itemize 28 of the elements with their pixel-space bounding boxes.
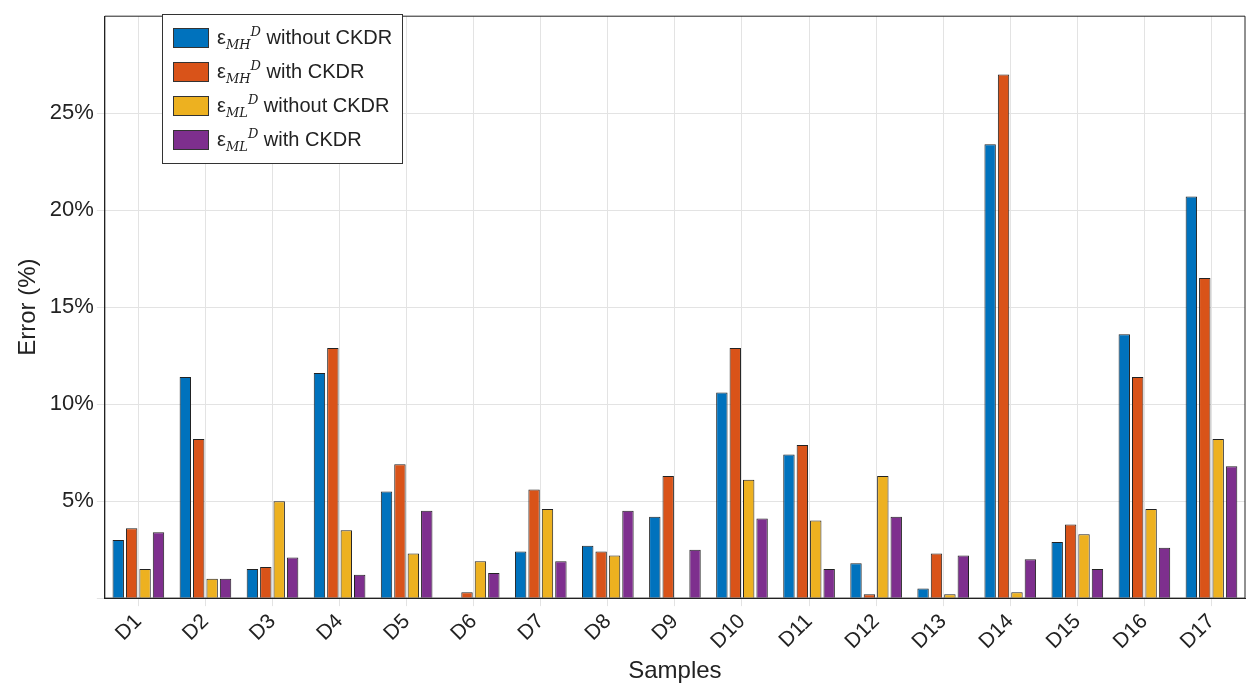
legend-label: ε$_{MH}$$^{D}$ with CKDR — [217, 58, 365, 86]
y-axis-title: Error (%) — [13, 258, 41, 356]
legend-label: ε$_{MH}$$^{D}$ without CKDR — [217, 24, 393, 52]
x-tick-label: D17 — [1174, 608, 1219, 653]
x-tick-label: D3 — [244, 608, 280, 644]
x-tick-label: D2 — [177, 608, 213, 644]
legend-label: ε$_{ML}$$^{D}$ without CKDR — [217, 92, 390, 120]
x-axis-title: Samples — [628, 656, 722, 684]
legend-label: ε$_{ML}$$^{D}$ with CKDR — [217, 126, 362, 154]
x-tick-label: D12 — [839, 608, 884, 653]
y-tick-label: 5% — [62, 487, 94, 513]
y-tick-label: 15% — [49, 293, 94, 319]
x-tick-label: D10 — [705, 608, 749, 653]
y-tick-label: 25% — [49, 99, 94, 125]
x-tick-label: D13 — [906, 608, 951, 653]
x-tick-label: D16 — [1107, 608, 1152, 653]
x-tick-label: D6 — [445, 608, 481, 644]
x-tick-label: D11 — [773, 608, 816, 652]
x-tick-label: D8 — [579, 608, 615, 644]
x-tick-label: D1 — [110, 608, 146, 644]
x-tick-label: D14 — [973, 608, 1018, 653]
x-tick-label: D9 — [646, 608, 682, 644]
x-tick-label: D5 — [378, 608, 414, 644]
x-tick-label: D15 — [1040, 608, 1085, 653]
y-tick-label: 20% — [49, 196, 94, 222]
x-tick-label: D4 — [311, 608, 347, 644]
y-tick-label: 10% — [49, 390, 94, 416]
x-tick-label: D7 — [512, 608, 548, 644]
